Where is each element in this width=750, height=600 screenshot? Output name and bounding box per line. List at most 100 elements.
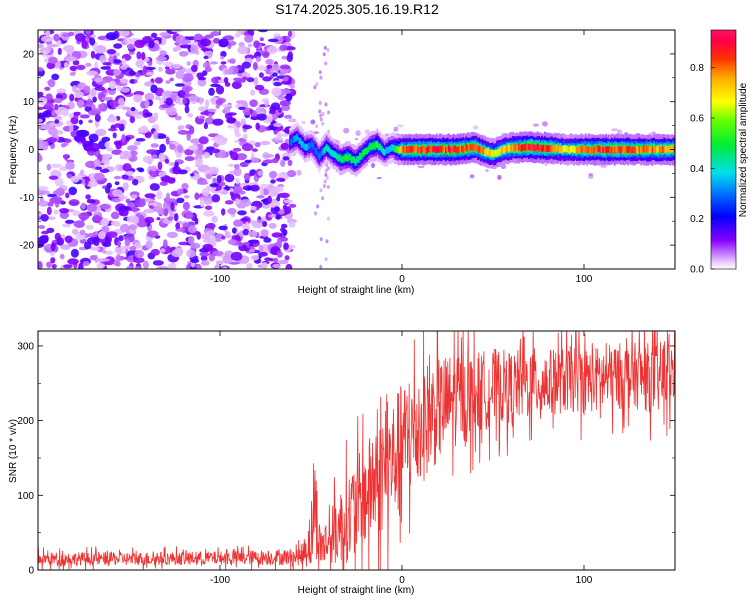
heatmap-cell (399, 146, 402, 153)
heatmap-cell (522, 144, 524, 151)
heatmap-cell (85, 30, 92, 35)
heatmap-cell (113, 69, 121, 76)
heatmap-cell (101, 136, 111, 142)
heatmap-cell (226, 117, 237, 124)
heatmap-cell (324, 61, 328, 66)
heatmap-cell (283, 242, 289, 250)
heatmap-cell (417, 146, 420, 154)
heatmap-cell (203, 152, 211, 159)
heatmap-cell (208, 253, 215, 262)
heatmap-cell (590, 146, 593, 154)
heatmap-cell (269, 187, 279, 196)
heatmap-cell (91, 87, 97, 97)
heatmap-cell (200, 111, 210, 116)
heatmap-cell (485, 169, 489, 172)
heatmap-cell (456, 147, 459, 154)
heatmap-cell (323, 179, 327, 184)
heatmap-cell (194, 217, 199, 225)
heatmap-cell (143, 198, 154, 203)
heatmap-cell (469, 143, 472, 151)
heatmap-cell (118, 235, 124, 242)
heatmap-cell (319, 188, 323, 193)
snr-y-tick-label: 0 (28, 566, 34, 577)
heatmap-cell (350, 156, 353, 163)
heatmap-cell (38, 225, 46, 229)
heatmap-cells (38, 30, 675, 269)
heatmap-cell (268, 214, 279, 218)
heatmap-cell (360, 152, 363, 160)
heatmap-cell (204, 205, 213, 211)
heatmap-cell (276, 195, 281, 202)
heatmap-cell (343, 155, 345, 163)
heatmap-cell (356, 156, 358, 163)
heatmap-cell (551, 145, 553, 152)
heatmap-cell (286, 54, 293, 63)
heatmap-cell (369, 143, 371, 150)
colorbar: 0.0 0.2 0.4 0.6 0.8 Normalized spectral ampl… (690, 29, 749, 276)
heatmap-cell (63, 264, 73, 269)
heatmap-cell (545, 145, 548, 152)
heatmap-cell (323, 184, 326, 189)
heatmap-cell (106, 49, 117, 55)
heatmap-cell (84, 105, 92, 112)
heatmap-cell (507, 144, 510, 152)
heatmap-cell (178, 125, 185, 130)
heatmap-cell (185, 212, 194, 219)
heatmap-cell (394, 145, 396, 153)
heatmap-cell (256, 219, 264, 223)
heatmap-cell (87, 237, 98, 245)
heatmap-cell (466, 144, 469, 152)
heatmap-cell (132, 178, 139, 186)
heatmap-cell (146, 149, 158, 155)
heatmap-cell (654, 145, 657, 153)
heatmap-cell (145, 240, 153, 249)
heatmap-cell (38, 112, 49, 117)
heatmap-cell (535, 144, 537, 152)
heatmap-cell (46, 163, 52, 171)
heatmap-cell (59, 208, 69, 214)
heatmap-cell (491, 150, 494, 158)
heatmap-cell (242, 76, 248, 81)
heatmap-cell (629, 146, 632, 154)
heatmap-cell (237, 210, 247, 216)
heatmap-cell (269, 258, 274, 262)
heatmap-cell (481, 146, 484, 154)
heatmap-cell (376, 141, 379, 148)
heatmap-cell (449, 146, 452, 154)
heatmap-cell (158, 135, 167, 139)
heatmap-cell (583, 145, 586, 153)
heatmap-cell (558, 145, 561, 153)
heatmap-cell (329, 149, 332, 156)
heatmap-cell (283, 199, 294, 204)
heatmap-cell (231, 185, 243, 194)
colorbar-label: Normalized spectral amplitude (738, 82, 749, 217)
heatmap-cell (325, 162, 328, 167)
heatmap-cell (462, 146, 465, 153)
heatmap-cell (647, 145, 650, 153)
heatmap-cell (70, 248, 79, 258)
heatmap-cell (338, 154, 341, 161)
heatmap-cell (319, 117, 323, 122)
heatmap-cell (231, 81, 242, 90)
heatmap-cell (392, 144, 395, 152)
spectrogram-x-tick-label: -100 (210, 274, 230, 285)
heatmap-cell (323, 45, 327, 50)
heatmap-cell (238, 242, 244, 247)
heatmap-cell (272, 257, 279, 263)
heatmap-cell (59, 253, 65, 260)
heatmap-cell (137, 126, 149, 134)
heatmap-cell (657, 145, 660, 153)
heatmap-cell (60, 143, 66, 148)
heatmap-cell (153, 130, 159, 140)
heatmap-cell (117, 38, 124, 42)
heatmap-cell (255, 122, 260, 131)
heatmap-cell (157, 161, 163, 171)
heatmap-cell (666, 145, 669, 153)
heatmap-cell (613, 146, 616, 154)
heatmap-cell (319, 151, 322, 159)
heatmap-cell (74, 91, 84, 99)
heatmap-cell (154, 95, 161, 101)
heatmap-cell (364, 147, 367, 155)
heatmap-cell (50, 163, 62, 168)
heatmap-cell (231, 227, 237, 234)
